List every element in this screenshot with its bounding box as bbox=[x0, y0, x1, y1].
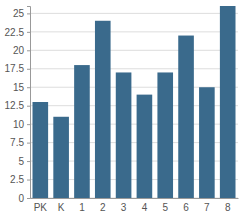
bar bbox=[178, 36, 194, 198]
grid-line bbox=[30, 68, 238, 69]
x-tick: 3 bbox=[121, 198, 127, 213]
bar bbox=[32, 102, 48, 198]
grid bbox=[30, 13, 238, 198]
bar bbox=[157, 72, 173, 198]
y-tick: 12.5 bbox=[5, 100, 30, 111]
x-tick-label: 1 bbox=[79, 202, 85, 213]
y-tick-mark bbox=[27, 87, 30, 88]
y-tick-mark bbox=[27, 13, 30, 14]
y-tick-label: 25 bbox=[13, 8, 25, 19]
y-tick-label: 5 bbox=[18, 156, 24, 167]
x-tick: 5 bbox=[162, 198, 168, 213]
y-tick-mark bbox=[27, 143, 30, 144]
x-tick-label: 8 bbox=[225, 202, 231, 213]
y-tick-label: 15 bbox=[13, 82, 25, 93]
y-tick-mark bbox=[27, 50, 30, 51]
x-tick: 4 bbox=[142, 198, 148, 213]
x-axis: PK K 1 2 3 4 5 6 7 8 bbox=[31, 198, 239, 213]
y-tick-label: 2.5 bbox=[10, 174, 24, 185]
y-tick-mark bbox=[27, 124, 30, 125]
y-tick: 17.5 bbox=[5, 63, 30, 74]
bars bbox=[32, 6, 235, 198]
y-tick-mark bbox=[27, 106, 30, 107]
x-tick-label: 5 bbox=[162, 202, 168, 213]
y-tick-mark bbox=[27, 198, 30, 199]
y-axis: 0 2.5 5 7.5 10 12.5 15 17.5 20 22.5 25 bbox=[5, 7, 31, 204]
x-tick-label: 4 bbox=[142, 202, 148, 213]
bar bbox=[116, 72, 132, 198]
bar bbox=[137, 95, 153, 198]
y-tick: 2.5 bbox=[10, 174, 30, 185]
y-tick-mark bbox=[27, 180, 30, 181]
x-tick-label: 6 bbox=[183, 202, 189, 213]
y-tick-label: 7.5 bbox=[10, 137, 24, 148]
x-tick-label: 7 bbox=[204, 202, 210, 213]
bar bbox=[74, 65, 90, 198]
y-tick: 25 bbox=[13, 8, 30, 19]
y-tick-label: 22.5 bbox=[5, 27, 25, 38]
y-tick-label: 12.5 bbox=[5, 100, 25, 111]
plot-area: 0 2.5 5 7.5 10 12.5 15 17.5 20 22.5 25 PK K 1 2 3 4 5 6 7 8 bbox=[5, 6, 239, 213]
bar bbox=[95, 21, 111, 198]
grid-line bbox=[30, 31, 238, 32]
x-tick-label: 3 bbox=[121, 202, 127, 213]
x-tick: 7 bbox=[204, 198, 210, 213]
y-tick: 20 bbox=[13, 45, 30, 56]
y-tick-mark bbox=[27, 32, 30, 33]
x-tick: 6 bbox=[183, 198, 189, 213]
y-tick: 22.5 bbox=[5, 27, 30, 38]
y-tick-label: 10 bbox=[13, 119, 25, 130]
grid-line bbox=[30, 13, 238, 14]
y-tick-label: 20 bbox=[13, 45, 25, 56]
x-tick-label: PK bbox=[34, 202, 48, 213]
y-tick-mark bbox=[27, 161, 30, 162]
x-axis-line bbox=[31, 198, 239, 199]
y-tick: 15 bbox=[13, 82, 30, 93]
x-tick: 2 bbox=[100, 198, 106, 213]
bar bbox=[53, 117, 69, 198]
y-tick: 5 bbox=[18, 156, 30, 167]
y-tick-mark bbox=[27, 69, 30, 70]
x-tick: PK bbox=[34, 198, 48, 213]
x-tick: K bbox=[58, 198, 65, 213]
y-tick: 10 bbox=[13, 119, 30, 130]
x-tick: 8 bbox=[225, 198, 231, 213]
bar bbox=[220, 6, 236, 198]
x-tick: 1 bbox=[79, 198, 85, 213]
grid-line bbox=[30, 50, 238, 51]
x-tick-label: 2 bbox=[100, 202, 106, 213]
bar bbox=[199, 87, 215, 198]
x-tick-label: K bbox=[58, 202, 65, 213]
y-axis-line bbox=[27, 7, 31, 199]
y-tick: 7.5 bbox=[10, 137, 30, 148]
chart: 0 2.5 5 7.5 10 12.5 15 17.5 20 22.5 25 PK K 1 2 3 4 5 6 7 8 bbox=[0, 0, 240, 220]
y-tick: 0 bbox=[18, 193, 30, 204]
y-tick-label: 0 bbox=[18, 193, 24, 204]
y-tick-label: 17.5 bbox=[5, 63, 25, 74]
